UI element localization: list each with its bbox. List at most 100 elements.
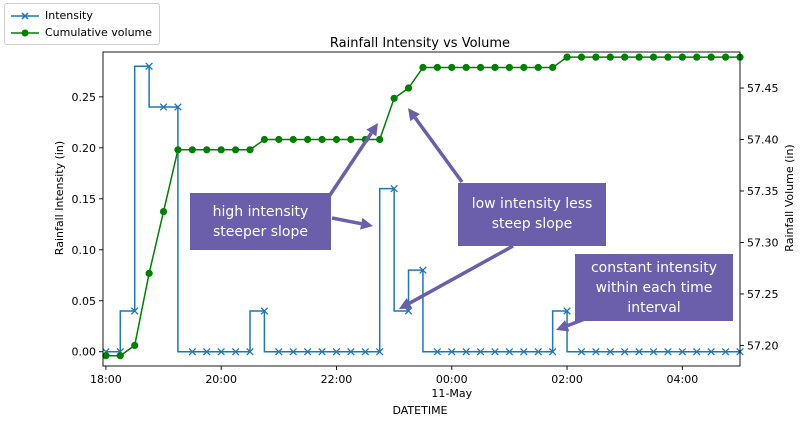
cumulative-volume-point <box>448 63 456 72</box>
cumulative-volume-point <box>606 53 614 61</box>
cumulative-volume-point <box>419 63 427 72</box>
cumulative-volume-point <box>188 146 196 154</box>
intensity-point <box>505 347 514 356</box>
cumulative-volume-point <box>246 146 254 154</box>
intensity-point <box>303 347 312 356</box>
x-tick-label: 04:00 <box>667 373 699 386</box>
annotation-line: high intensity <box>212 204 309 220</box>
annotation-high-intensity: high intensity steeper slope <box>190 193 331 250</box>
intensity-point <box>203 347 211 356</box>
cumulative-volume-point <box>693 53 701 61</box>
intensity-point <box>260 307 269 315</box>
intensity-point <box>375 347 384 356</box>
cumulative-volume-point <box>462 63 470 72</box>
cumulative-volume-point <box>304 135 312 144</box>
annotation-line: steeper slope <box>213 224 308 240</box>
arrow-head <box>408 108 420 122</box>
x-tick-label: 00:00 <box>436 373 468 386</box>
cumulative-volume-point <box>592 53 600 61</box>
intensity-point <box>275 347 283 356</box>
arrow-shaft <box>413 116 464 184</box>
annotation-arrow <box>326 123 378 199</box>
intensity-point <box>664 347 672 356</box>
y-right-tick-label: 57.40 <box>747 134 779 147</box>
x-tick-sublabel: 11-May <box>431 387 472 400</box>
intensity-point <box>620 347 629 356</box>
y-left-tick-label: 0.10 <box>72 244 97 257</box>
intensity-point <box>332 347 341 356</box>
cumulative-volume-point <box>520 63 528 72</box>
intensity-point <box>130 307 139 315</box>
intensity-point <box>520 347 528 356</box>
cumulative-volume-point <box>621 53 629 61</box>
cumulative-volume-point <box>174 146 182 154</box>
cumulative-volume-point <box>505 63 514 72</box>
intensity-point <box>145 62 153 71</box>
intensity-point <box>246 347 254 356</box>
arrow-shaft <box>331 216 362 226</box>
y-axis-right-label: Rainfall Volume (in) <box>783 144 796 251</box>
y-right-tick-label: 57.25 <box>747 288 779 301</box>
y-right-tick-label: 57.45 <box>747 82 779 95</box>
intensity-point <box>693 347 701 356</box>
cumulative-volume-point <box>347 135 355 144</box>
annotation-line: low intensity less <box>471 196 593 212</box>
intensity-point <box>404 307 413 315</box>
intensity-point <box>476 347 485 356</box>
intensity-line <box>105 65 740 353</box>
intensity-point <box>462 347 470 356</box>
intensity-point <box>361 347 370 356</box>
intensity-point <box>649 347 658 356</box>
cumulative-volume-point <box>491 63 499 72</box>
x-tick-label: 02:00 <box>551 373 583 386</box>
intensity-point <box>577 347 586 356</box>
annotation-arrow <box>331 216 373 230</box>
annotation-line: within each time <box>595 280 713 296</box>
y-right-tick-label: 57.35 <box>747 185 779 198</box>
annotation-constant-intensity: constant intensity within each time inte… <box>575 254 733 321</box>
y-right-tick-label: 57.20 <box>747 339 779 352</box>
intensity-point <box>606 347 615 356</box>
cumulative-volume-point <box>390 94 398 102</box>
x-tick-label: 18:00 <box>90 373 122 386</box>
y-left-tick-label: 0.20 <box>72 142 97 155</box>
cumulative-volume-legend-marker <box>11 29 39 37</box>
y-left-tick-label: 0.15 <box>72 193 97 206</box>
arrow-head <box>399 297 413 309</box>
intensity-point <box>188 347 197 356</box>
intensity-point <box>419 266 427 274</box>
arrow-head <box>556 320 570 332</box>
intensity-point <box>390 184 398 193</box>
arrow-shaft <box>326 132 373 199</box>
annotation-line: constant intensity <box>590 260 717 276</box>
cumulative-volume-point <box>145 269 153 277</box>
arrow-head <box>366 123 378 137</box>
intensity-point <box>592 347 600 356</box>
series-layer <box>102 53 744 360</box>
cumulative-volume-point <box>102 352 110 360</box>
annotation-line: steep slope <box>491 216 573 232</box>
intensity-point <box>448 347 456 356</box>
cumulative-volume-point <box>404 84 413 92</box>
cumulative-volume-point <box>476 63 485 72</box>
cumulative-volume-point <box>433 63 441 72</box>
cumulative-volume-point <box>563 53 571 61</box>
x-axis-label: DATETIME <box>392 404 447 417</box>
cumulative-volume-point <box>116 352 124 360</box>
annotation-arrows <box>326 108 599 332</box>
intensity-point <box>231 347 240 356</box>
cumulative-volume-point <box>635 53 643 61</box>
legend: Intensity Cumulative volume <box>4 3 160 45</box>
annotation-line: interval <box>627 300 681 316</box>
cumulative-volume-point <box>203 146 211 154</box>
arrow-shaft <box>408 244 514 305</box>
x-tick-label: 22:00 <box>321 373 353 386</box>
intensity-point <box>174 103 182 111</box>
annotation-low-intensity: low intensity less steep slope <box>458 183 606 246</box>
annotation-arrow <box>399 244 514 309</box>
legend-label-cumulative-volume: Cumulative volume <box>45 26 153 39</box>
intensity-point <box>707 347 715 356</box>
intensity-point <box>534 347 542 356</box>
